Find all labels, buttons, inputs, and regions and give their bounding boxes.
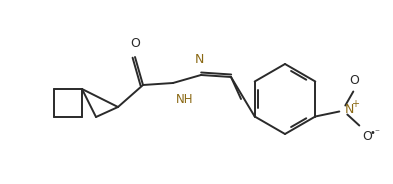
- Text: •⁻: •⁻: [369, 128, 380, 139]
- Text: N: N: [344, 103, 354, 116]
- Text: O: O: [130, 37, 140, 50]
- Text: N: N: [194, 53, 204, 66]
- Text: O: O: [349, 73, 359, 86]
- Text: NH: NH: [176, 93, 193, 106]
- Text: +: +: [351, 98, 359, 109]
- Text: O: O: [362, 130, 372, 144]
